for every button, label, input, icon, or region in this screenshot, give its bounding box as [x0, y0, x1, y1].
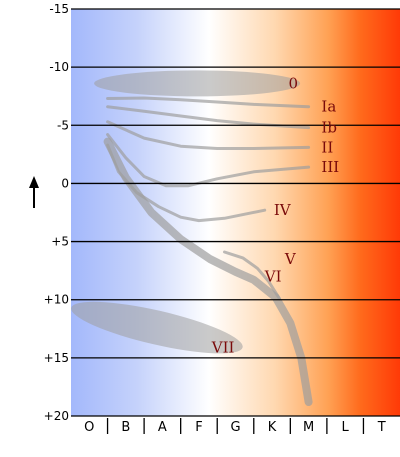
y-tick-label: +20 — [44, 409, 69, 423]
y-tick-label: -15 — [49, 2, 69, 16]
y-tick-label: +10 — [44, 293, 69, 307]
class-0-region — [94, 70, 301, 97]
spectral-class-label: K — [268, 420, 277, 435]
spectral-background — [71, 9, 400, 416]
spectral-class-label: A — [158, 420, 167, 435]
luminosity-branch-II — [106, 120, 311, 150]
luminosity-class-label: V — [284, 250, 297, 268]
luminosity-class-label: II — [321, 138, 333, 156]
luminosity-class-label: 0 — [289, 74, 299, 92]
luminosity-class-label: III — [321, 158, 339, 176]
spectral-class-label: L — [342, 420, 350, 435]
luminosity-class-label: Ia — [321, 98, 336, 116]
luminosity-class-label: IV — [274, 201, 292, 219]
y-tick-label: 0 — [61, 176, 69, 190]
luminosity-branch-Ia — [106, 96, 311, 109]
luminosity-class-label: VI — [264, 267, 282, 285]
spectral-class-label: G — [230, 420, 240, 435]
spectral-class-label: M — [303, 420, 314, 435]
y-tick-label: -10 — [49, 60, 69, 74]
direction-arrow — [29, 176, 39, 208]
spectral-class-label: T — [377, 420, 386, 435]
spectral-class-label: O — [84, 420, 94, 435]
spectral-class-label: B — [121, 420, 130, 435]
luminosity-class-label: VII — [211, 338, 235, 356]
luminosity-branch-VI — [223, 250, 281, 301]
luminosity-class-label: Ib — [321, 119, 337, 137]
spectral-class-label: F — [195, 420, 202, 435]
y-tick-label: -5 — [57, 118, 69, 132]
luminosity-branch-MS — [103, 137, 313, 406]
y-tick-label: +15 — [44, 351, 69, 365]
y-tick-label: +5 — [51, 235, 69, 249]
class-VII-region — [71, 301, 243, 354]
luminosity-branch-III — [106, 133, 311, 188]
